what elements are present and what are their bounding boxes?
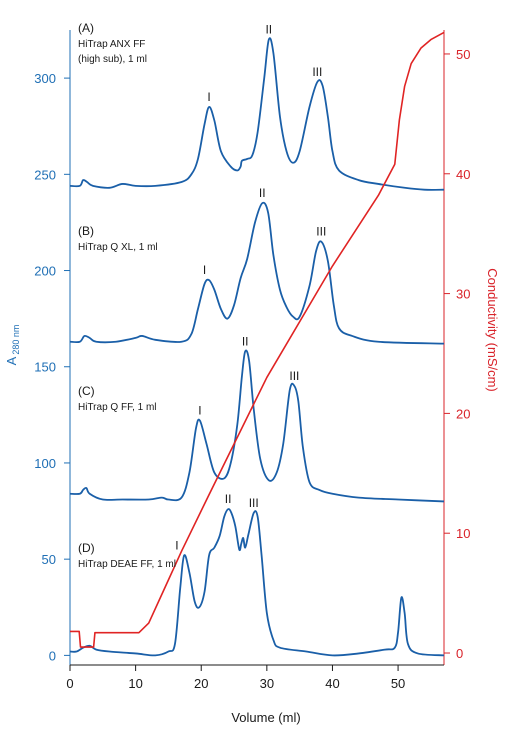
left-y-tick-label: 50 [42,552,56,567]
panel-label-a: (A) [78,21,94,35]
right-y-axis: 0 10 20 30 40 50 [443,30,470,665]
panel-label-d: (D) [78,541,95,555]
panel-label-a: (high sub), 1 ml [78,54,147,65]
panel-labels: (A) HiTrap ANX FF (high sub), 1 ml (B) HiTra… [78,21,176,570]
x-tick-label: 20 [194,676,208,691]
left-y-tick-label: 0 [49,648,56,663]
right-y-tick-label: 50 [456,47,470,62]
x-axis: 0 10 20 30 40 50 [66,664,444,691]
peak-label-a: III [312,65,322,79]
x-axis-label: Volume (ml) [231,710,300,725]
trace-d [69,508,445,657]
peak-label-d: II [225,492,232,506]
peak-label-d: I [175,538,178,552]
peak-label-d: III [249,496,259,510]
left-y-tick-label: 300 [34,71,56,86]
trace-b [69,201,445,345]
right-y-axis-label: Conductivity (mS/cm) [485,268,500,392]
peak-label-c: II [242,334,249,348]
peak-label-a: II [265,23,272,37]
right-y-tick-label: 40 [456,167,470,182]
absorbance-traces [69,37,445,657]
peak-label-b: III [316,225,326,239]
panel-label-c: (C) [78,384,95,398]
left-y-axis: 0 50 100 150 200 250 300 [34,30,71,665]
conductivity-line [70,31,445,648]
left-y-axis-label-sub: 280 nm [11,325,21,355]
peak-label-a: I [207,90,210,104]
peak-label-c: I [198,404,201,418]
panel-label-b: (B) [78,224,94,238]
right-y-tick-label: 30 [456,287,470,302]
left-y-tick-label: 200 [34,264,56,279]
left-y-axis-label-main: A [4,356,19,365]
left-y-tick-label: 150 [34,360,56,375]
right-y-tick-label: 20 [456,406,470,421]
x-tick-label: 30 [260,676,274,691]
conductivity-trace [70,31,445,648]
right-y-tick-label: 10 [456,526,470,541]
x-tick-label: 0 [66,676,73,691]
peak-label-b: I [203,263,206,277]
peak-label-b: II [259,186,266,200]
panel-label-c: HiTrap Q FF, 1 ml [78,402,157,413]
left-y-axis-label: A280 nm [4,325,21,366]
peak-label-c: III [289,369,299,383]
panel-label-b: HiTrap Q XL, 1 ml [78,242,158,253]
left-y-tick-label: 100 [34,456,56,471]
left-y-tick-label: 250 [34,167,56,182]
panel-label-a: HiTrap ANX FF [78,39,145,50]
x-tick-label: 10 [128,676,142,691]
x-tick-label: 40 [325,676,339,691]
right-y-tick-label: 0 [456,646,463,661]
x-tick-label: 50 [391,676,405,691]
trace-c [69,349,445,503]
trace-a [69,37,445,191]
panel-label-d: HiTrap DEAE FF, 1 ml [78,559,176,570]
